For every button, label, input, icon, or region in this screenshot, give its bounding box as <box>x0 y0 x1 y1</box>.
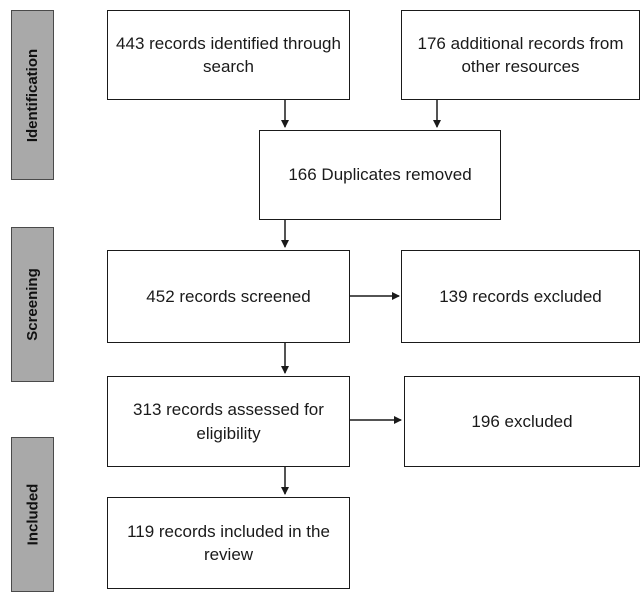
included-review-text: 119 records included in the review <box>127 521 330 564</box>
assessed-eligibility-text: 313 records assessed for eligibility <box>133 400 324 443</box>
box-included-review: 119 records included in the review <box>107 497 350 589</box>
excluded-text: 196 excluded <box>471 411 573 431</box>
box-excluded: 196 excluded <box>404 376 640 467</box>
phase-label-screening: Screening <box>11 227 54 382</box>
records-excluded-text: 139 records excluded <box>439 286 602 306</box>
box-records-identified: 443 records identified through search <box>107 10 350 100</box>
box-records-excluded: 139 records excluded <box>401 250 640 343</box>
box-records-screened: 452 records screened <box>107 250 350 343</box>
box-assessed-eligibility: 313 records assessed for eligibility <box>107 376 350 467</box>
duplicates-removed-text: 166 Duplicates removed <box>288 165 472 185</box>
records-screened-text: 452 records screened <box>146 286 311 306</box>
box-additional-records: 176 additional records from other resour… <box>401 10 640 100</box>
box-duplicates-removed: 166 Duplicates removed <box>259 130 501 220</box>
additional-records-text: 176 additional records from other resour… <box>417 33 624 76</box>
phase-label-identification: Identification <box>11 10 54 180</box>
records-identified-text: 443 records identified through search <box>116 33 341 76</box>
